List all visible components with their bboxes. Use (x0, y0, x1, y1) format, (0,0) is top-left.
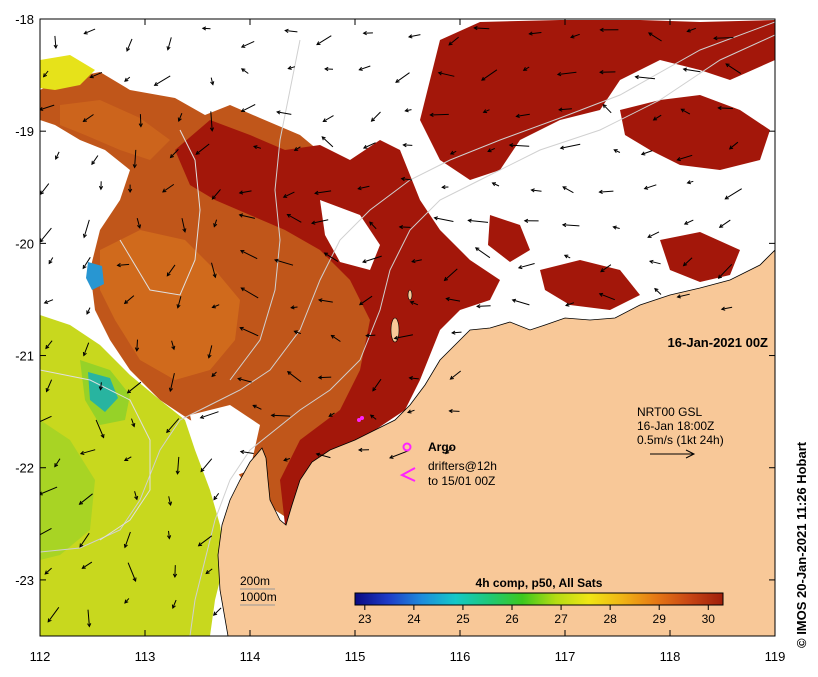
colorbar-tick-label: 29 (653, 612, 667, 626)
drifters-label-2: to 15/01 00Z (428, 474, 495, 488)
current-scale-line1: NRT00 GSL (637, 405, 702, 419)
current-vector-head (35, 535, 39, 538)
colorbar-title: 4h comp, p50, All Sats (476, 576, 603, 590)
lat-tick-label: -21 (15, 349, 34, 364)
current-vector (430, 114, 449, 115)
lon-tick-label: 116 (450, 649, 471, 664)
lon-tick-label: 118 (660, 649, 681, 664)
colorbar-tick-label: 30 (702, 612, 716, 626)
depth-1000-label: 1000m (240, 590, 277, 604)
lon-tick-label: 112 (30, 649, 51, 664)
lat-tick-label: -22 (15, 461, 34, 476)
lat-tick-label: -20 (15, 236, 34, 251)
current-vector (140, 114, 141, 127)
current-vector (319, 377, 331, 378)
colorbar-tick-label: 27 (554, 612, 568, 626)
depth-200-label: 200m (240, 574, 270, 588)
lon-tick-label: 119 (765, 649, 786, 664)
lon-tick-label: 113 (135, 649, 156, 664)
lat-tick-label: -18 (15, 12, 34, 27)
credit-label: © IMOS 20-Jan-2021 11:26 Hobart (794, 441, 809, 648)
current-vector (477, 306, 491, 307)
lat-tick-label: -19 (15, 124, 34, 139)
current-vector (714, 38, 733, 39)
date-label: 16-Jan-2021 00Z (668, 335, 769, 350)
colorbar-tick-label: 24 (407, 612, 421, 626)
colorbar-tick-label: 26 (505, 612, 519, 626)
lat-tick-label: -23 (15, 573, 34, 588)
colorbar-ramp (355, 593, 723, 605)
current-vector-head (34, 422, 38, 425)
lon-tick-label: 115 (345, 649, 366, 664)
lon-tick-label: 117 (555, 649, 576, 664)
current-scale-line2: 16-Jan 18:00Z (637, 419, 714, 433)
current-scale-line3: 0.5m/s (1kt 24h) (637, 433, 724, 447)
island (408, 290, 412, 300)
colorbar-tick-label: 25 (456, 612, 470, 626)
drifter-point (360, 416, 364, 420)
drifters-label-1: drifters@12h (428, 459, 497, 473)
current-vector (718, 108, 733, 109)
argo-label: Argo (428, 440, 456, 454)
colorbar-tick-label: 28 (603, 612, 617, 626)
colorbar-tick-label: 23 (358, 612, 372, 626)
lon-tick-label: 114 (240, 649, 261, 664)
